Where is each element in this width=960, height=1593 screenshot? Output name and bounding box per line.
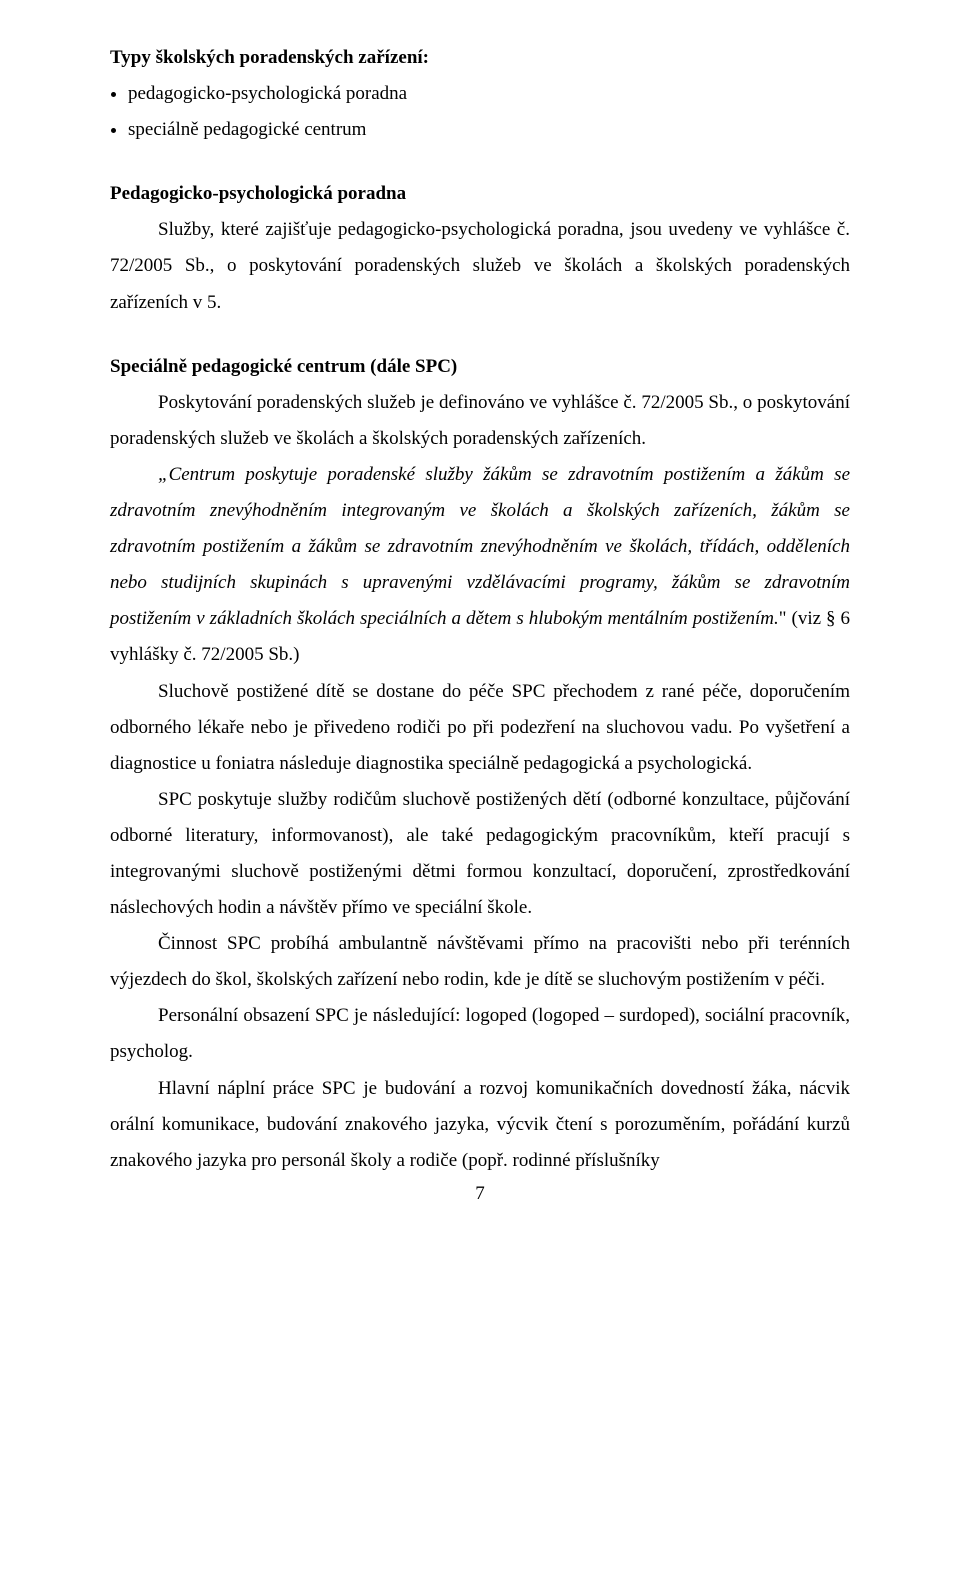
spc-p4: SPC poskytuje služby rodičům sluchově po… (110, 782, 850, 926)
spacer (110, 321, 850, 349)
spc-p2: „Centrum poskytuje poradenské služby žák… (110, 457, 850, 674)
section-title-ppp: Pedagogicko-psychologická poradna (110, 176, 850, 212)
spc-p1: Poskytování poradenských služeb je defin… (110, 385, 850, 457)
spc-p7: Hlavní náplní práce SPC je budování a ro… (110, 1071, 850, 1179)
spc-p3: Sluchově postižené dítě se dostane do pé… (110, 674, 850, 782)
section-title-spc: Speciálně pedagogické centrum (dále SPC) (110, 349, 850, 385)
bullet-item: speciálně pedagogické centrum (128, 112, 850, 148)
document-page: Typy školských poradenských zařízení: pe… (0, 0, 960, 1225)
section1-body: Služby, které zajišťuje pedagogicko-psyc… (110, 212, 850, 320)
bullet-item: pedagogicko-psychologická poradna (128, 76, 850, 112)
spc-p2-italic: „Centrum poskytuje poradenské služby žák… (110, 464, 850, 629)
spc-p6: Personální obsazení SPC je následující: … (110, 998, 850, 1070)
heading-types: Typy školských poradenských zařízení: (110, 40, 850, 76)
page-number: 7 (110, 1183, 850, 1205)
spc-p5: Činnost SPC probíhá ambulantně návštěvam… (110, 926, 850, 998)
bullet-list: pedagogicko-psychologická poradna speciá… (110, 76, 850, 148)
